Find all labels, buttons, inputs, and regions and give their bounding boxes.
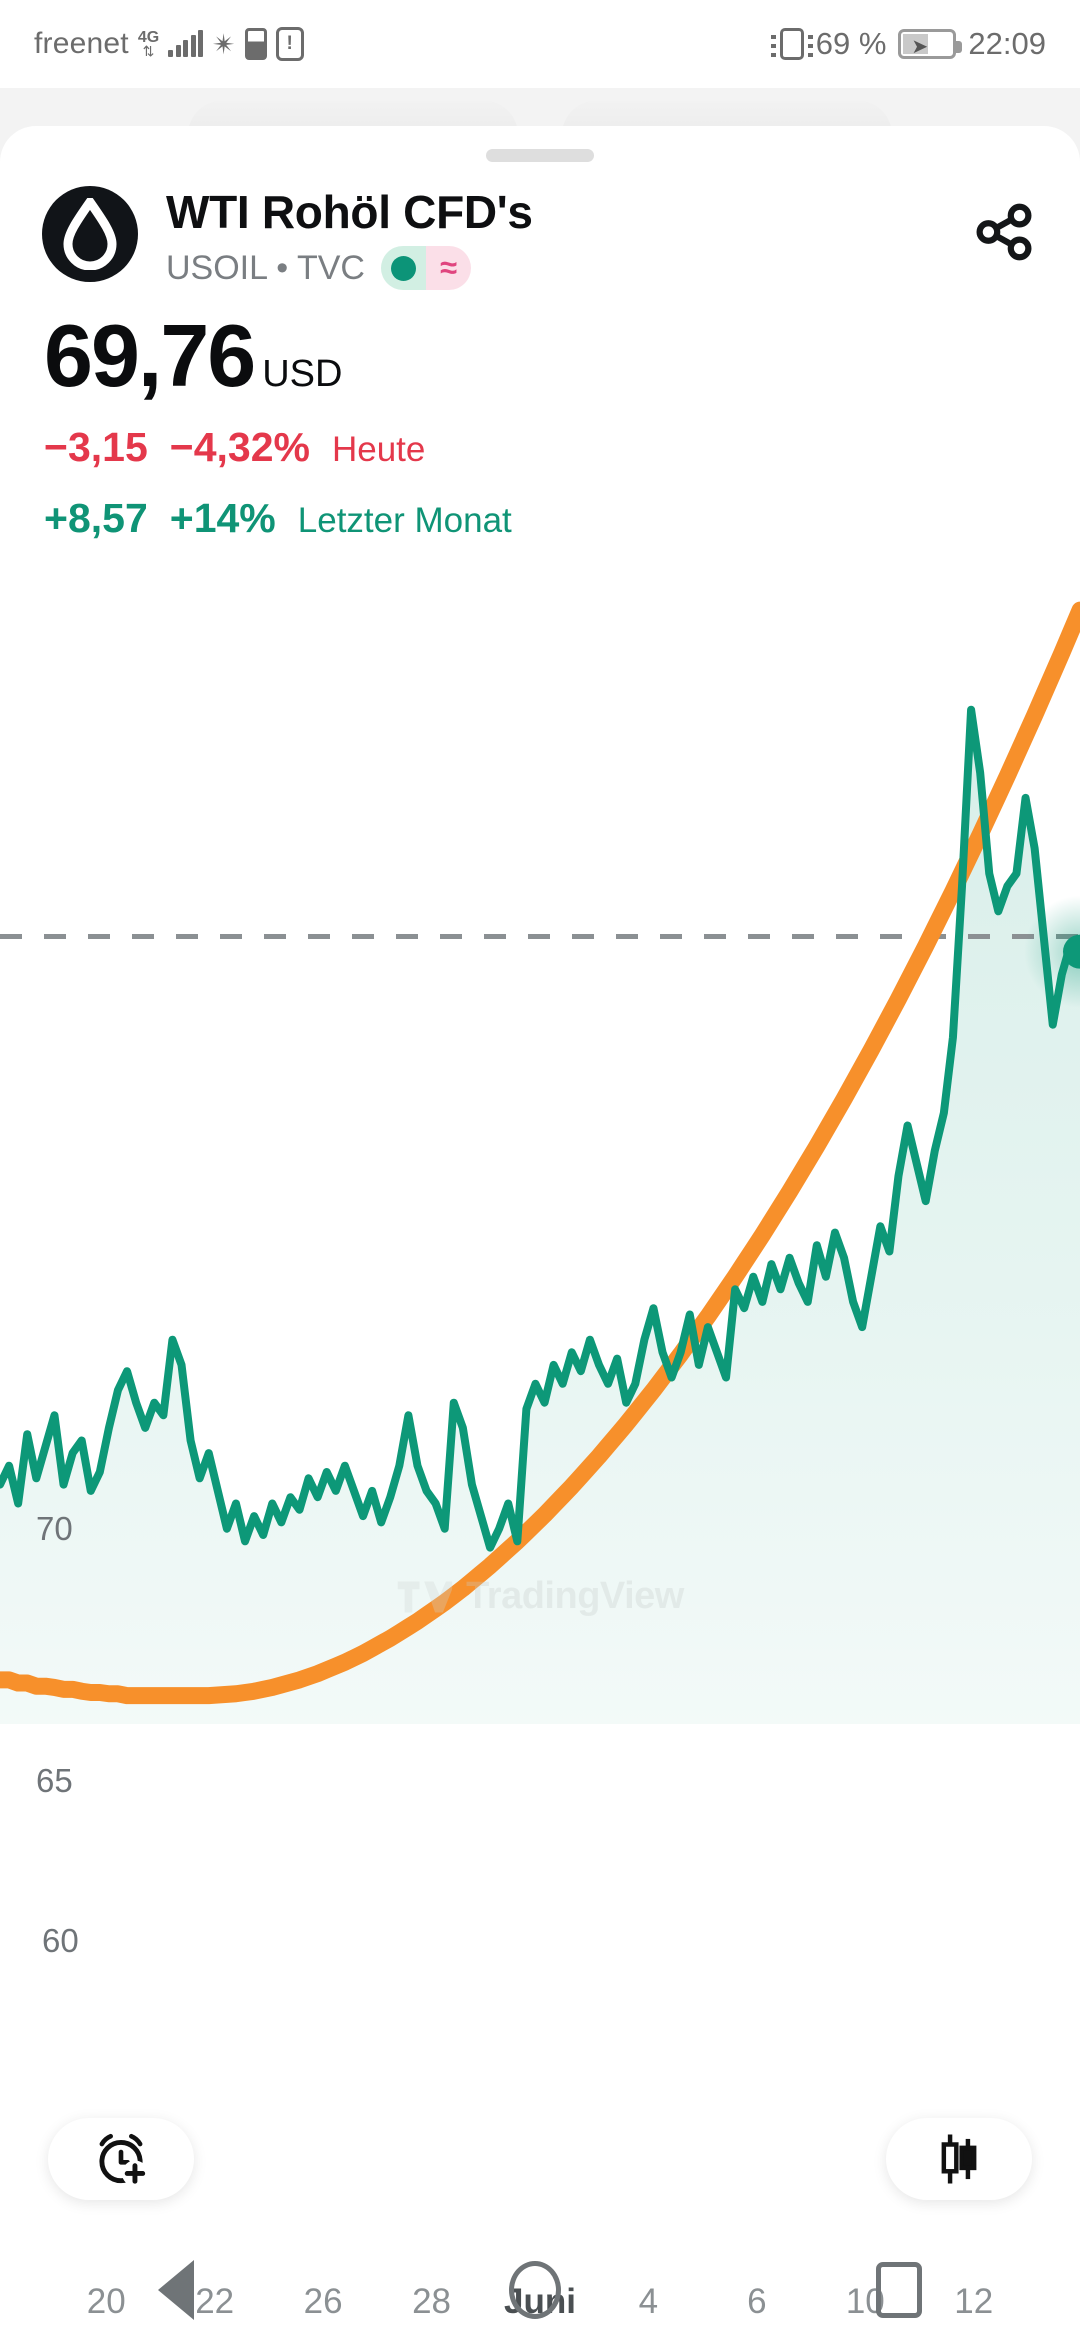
detail-sheet: WTI Rohöl CFD's USOIL • TVC ≈	[0, 126, 1080, 2340]
vibrate-icon	[770, 28, 813, 60]
battery-charging-icon: ➤	[898, 29, 963, 59]
x-axis-label: 22	[195, 2282, 235, 2322]
add-alert-icon	[99, 2134, 148, 2187]
x-axis-label: 20	[86, 2282, 126, 2322]
last-price: 69,76	[44, 306, 256, 406]
add-alert-button[interactable]	[48, 2118, 194, 2201]
signal-bars-icon	[168, 30, 204, 57]
moving-average-line	[0, 601, 1080, 1705]
change-month-pct: +14%	[169, 495, 276, 542]
instrument-symbol-exchange: USOIL • TVC	[166, 248, 365, 287]
currency-label: USD	[262, 353, 343, 396]
instrument-header: WTI Rohöl CFD's USOIL • TVC ≈	[0, 162, 1080, 291]
share-button[interactable]	[970, 186, 1038, 271]
x-axis-label: 12	[954, 2282, 994, 2322]
bluetooth-icon: ✴	[212, 28, 236, 60]
clock-label: 22:09	[968, 26, 1046, 61]
sheet-drag-handle[interactable]	[486, 149, 594, 162]
page-title: WTI Rohöl CFD's	[166, 186, 533, 238]
last-price-dot	[1063, 934, 1080, 969]
chart-canvas[interactable]	[0, 590, 1080, 1725]
y-axis-label-60: 60	[32, 1920, 89, 1963]
home-icon[interactable]	[508, 2261, 561, 2319]
price-chart[interactable]: 70 65 60 TradingView	[0, 590, 1080, 2321]
sim-icon: !	[275, 27, 304, 61]
price-line	[0, 705, 1080, 1552]
network-type-icon: 4G ⇅	[137, 29, 160, 59]
chart-type-button[interactable]	[886, 2118, 1032, 2201]
instrument-title-block: WTI Rohöl CFD's USOIL • TVC ≈	[166, 186, 970, 291]
last-price-glow	[1024, 895, 1080, 1008]
change-today-row: −3,15 −4,32% Heute	[44, 424, 1038, 471]
y-axis-label-65: 65	[36, 1762, 73, 1800]
x-axis-label: 26	[303, 2282, 343, 2322]
change-month-label: Letzter Monat	[297, 501, 512, 541]
battery-percent-label: 69 %	[815, 26, 887, 61]
x-axis-label: 28	[412, 2282, 451, 2322]
status-badge: ≈	[380, 246, 471, 291]
recents-icon[interactable]	[876, 2262, 923, 2318]
quote-block: 69,76 USD −3,15 −4,32% Heute +8,57 +14% …	[0, 290, 1080, 542]
carrier-label: freenet	[34, 27, 129, 60]
status-bar-right: 69 % ➤ 22:09	[770, 26, 1046, 62]
market-open-indicator	[380, 246, 426, 291]
network-type-label: 4G	[137, 29, 160, 46]
candlestick-chart-icon	[941, 2134, 977, 2184]
change-today-abs: −3,15	[44, 424, 148, 471]
price-row: 69,76 USD	[44, 312, 1038, 400]
oil-drop-logo	[42, 186, 138, 282]
android-nav-bar[interactable]	[0, 2240, 1080, 2340]
change-month-abs: +8,57	[44, 495, 148, 542]
share-icon	[976, 203, 1032, 261]
change-today-label: Heute	[331, 430, 426, 470]
price-area-fill	[0, 709, 1080, 1725]
x-axis-label: 6	[747, 2282, 767, 2322]
status-bar-left: freenet 4G ⇅ ✴ !	[34, 27, 304, 61]
y-axis-label-70: 70	[36, 1510, 73, 1548]
battery-small-icon	[244, 28, 267, 60]
status-bar: freenet 4G ⇅ ✴ ! 69 % ➤ 22:09	[0, 0, 1080, 88]
change-month-row: +8,57 +14% Letzter Monat	[44, 495, 1038, 542]
change-today-pct: −4,32%	[169, 424, 310, 471]
back-icon[interactable]	[157, 2260, 194, 2320]
instrument-subtitle-row: USOIL • TVC ≈	[166, 246, 970, 291]
cfd-indicator: ≈	[425, 246, 471, 291]
x-axis-label: 4	[638, 2282, 659, 2322]
